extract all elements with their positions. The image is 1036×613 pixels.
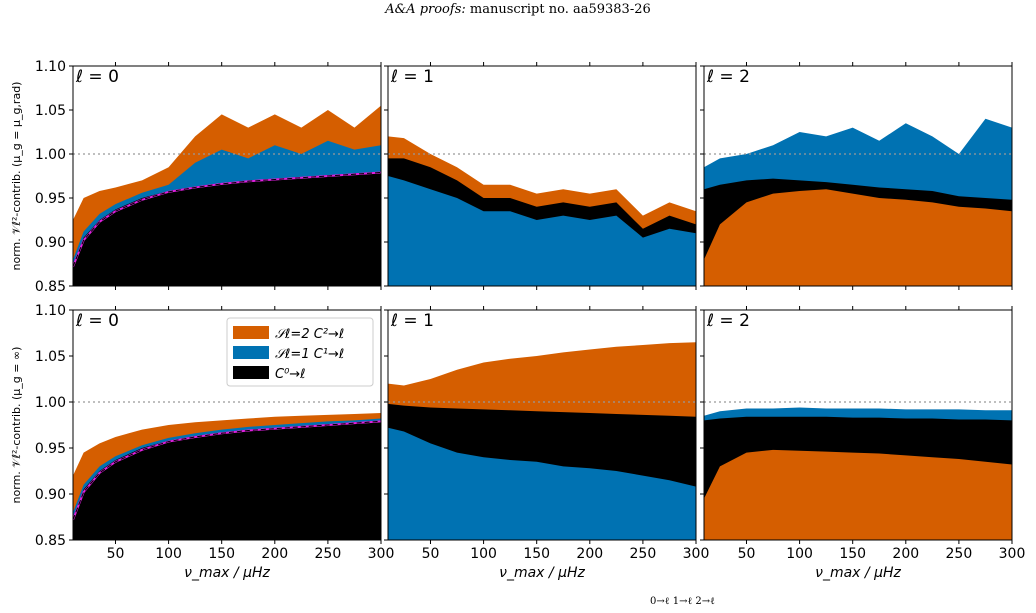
panel-top-right: ℓ = 2 [700, 62, 1013, 290]
panel-bottom-right: ℓ = 2 50 100 150 200 250 300 ν_max / μHz [700, 306, 1025, 581]
x-tick-label: 50 [422, 546, 440, 562]
x-tick-label: 250 [630, 546, 657, 562]
panel-top-left: ℓ = 0 0.85 0.90 0.95 1.00 1.05 1.10 norm. 𝒱ℓ²-c… [10, 59, 382, 295]
x-tick-label: 100 [155, 546, 182, 562]
panel-title: ℓ = 0 [75, 311, 119, 331]
panel-frame [72, 65, 382, 287]
x-tick-label: 300 [368, 546, 395, 562]
x-tick-label: 300 [683, 546, 710, 562]
x-tick-label: 200 [261, 546, 288, 562]
x-tick-label: 150 [523, 546, 550, 562]
x-tick-label: 50 [738, 546, 756, 562]
y-tick-label: 0.90 [35, 487, 66, 503]
page-header: A&A proofs: manuscript no. aa59383-26 [0, 2, 1036, 17]
y-tick-label: 0.95 [35, 441, 66, 457]
x-tick-label: 150 [839, 546, 866, 562]
plot-area [704, 118, 1012, 286]
footer-caption-fragment: 0→ℓ 1→ℓ 2→ℓ [650, 596, 715, 607]
legend-label: 𝒮ℓ=2 C²→ℓ [275, 327, 344, 342]
panel-title: ℓ = 1 [390, 311, 434, 331]
plot-area [704, 401, 1012, 540]
y-tick-label: 1.05 [35, 103, 66, 119]
panel-bottom-middle: ℓ = 1 50 100 150 200 250 300 ν_max / μHz [384, 306, 709, 581]
manuscript-number: manuscript no. aa59383-26 [469, 2, 651, 17]
y-tick-label: 0.85 [35, 279, 66, 295]
panel-title: ℓ = 0 [75, 67, 119, 87]
x-tick-label: 50 [107, 546, 125, 562]
x-tick-label: 300 [999, 546, 1026, 562]
y-tick-label: 1.10 [35, 303, 66, 319]
x-tick-label: 200 [892, 546, 919, 562]
fit-curve-dash [73, 171, 381, 267]
fit-curve-dash [73, 420, 381, 520]
legend-label: 𝒮ℓ=1 C¹→ℓ [275, 347, 344, 362]
area-series [704, 189, 1012, 286]
legend-swatch [233, 346, 269, 359]
y-axis-label: norm. 𝒱ℓ²-contrib. (μ_g = μ_g,rad) [10, 82, 23, 271]
y-tick-label: 1.00 [35, 147, 66, 163]
legend-swatch [233, 366, 269, 379]
panel-frame [387, 65, 697, 287]
panel-bottom-left: ℓ = 0 50 100 150 200 250 300 0.85 0.90 0.95 1.00 1.… [10, 303, 394, 581]
journal-name: A&A proofs: [385, 2, 466, 17]
legend: 𝒮ℓ=2 C²→ℓ 𝒮ℓ=1 C¹→ℓ C⁰→ℓ [226, 317, 374, 387]
panel-frame [703, 65, 1013, 287]
area-series [388, 176, 696, 286]
panel-frame [72, 309, 382, 541]
x-tick-label: 200 [576, 546, 603, 562]
area-series [73, 420, 381, 540]
x-axis-label: ν_max / μHz [184, 565, 270, 581]
x-tick-label: 100 [470, 546, 497, 562]
panel-title: ℓ = 2 [706, 311, 750, 331]
plot-area [388, 342, 696, 540]
y-tick-label: 0.95 [35, 191, 66, 207]
y-tick-label: 1.05 [35, 349, 66, 365]
area-series [73, 171, 381, 286]
panel-top-middle: ℓ = 1 [384, 62, 697, 290]
y-axis-label: norm. 𝒱ℓ²-contrib. (μ_g = ∞) [10, 347, 23, 504]
y-tick-label: 1.00 [35, 395, 66, 411]
plot-area [388, 136, 696, 286]
y-tick-label: 0.90 [35, 235, 66, 251]
legend-swatch [233, 326, 269, 339]
y-tick-label: 0.85 [35, 533, 66, 549]
plot-area [73, 105, 381, 286]
panel-title: ℓ = 1 [390, 67, 434, 87]
x-axis-label: ν_max / μHz [499, 565, 585, 581]
x-axis-label: ν_max / μHz [815, 565, 901, 581]
panel-frame [387, 309, 697, 541]
x-tick-label: 100 [786, 546, 813, 562]
y-tick-label: 1.10 [35, 59, 66, 75]
area-series [704, 449, 1012, 540]
panel-title: ℓ = 2 [706, 67, 750, 87]
area-series [388, 427, 696, 540]
legend-label: C⁰→ℓ [275, 367, 306, 382]
x-tick-label: 150 [208, 546, 235, 562]
x-tick-label: 250 [315, 546, 342, 562]
x-tick-label: 250 [946, 546, 973, 562]
plot-area [73, 401, 381, 540]
panel-frame [703, 309, 1013, 541]
